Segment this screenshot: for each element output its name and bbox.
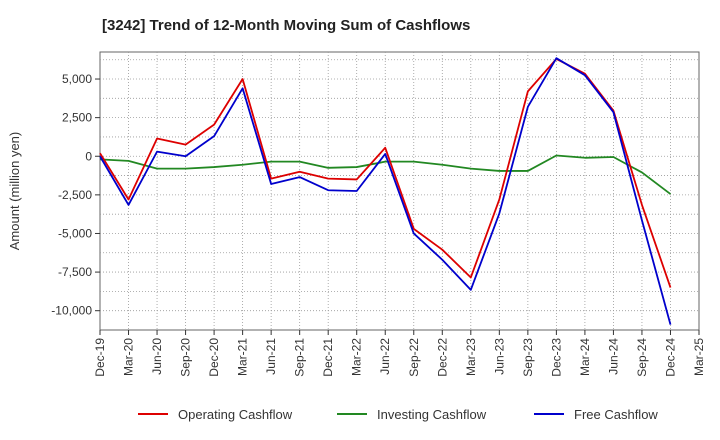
- y-tick-label: 2,500: [62, 111, 92, 125]
- series-lines: [99, 57, 672, 325]
- x-tick-label: Dec-21: [321, 338, 335, 377]
- x-tick-label: Dec-19: [93, 338, 107, 377]
- x-tick-label: Jun-22: [378, 338, 392, 375]
- x-tick-label: Dec-22: [435, 338, 449, 377]
- y-axis-label: Amount (million yen): [7, 132, 22, 251]
- grid: [100, 52, 699, 330]
- y-tick-label: -10,000: [51, 304, 92, 318]
- x-tick-label: Dec-20: [207, 338, 221, 377]
- legend: Operating Cashflow Investing Cashflow Free…: [138, 407, 658, 422]
- x-tick-label: Sep-21: [293, 338, 307, 377]
- x-tick-label: Mar-23: [464, 338, 478, 376]
- y-tick-label: 0: [85, 149, 92, 163]
- x-tick-label: Dec-24: [663, 338, 677, 377]
- y-tick-label: -5,000: [58, 226, 92, 240]
- x-tick-label: Mar-25: [692, 338, 706, 376]
- x-tick-label: Jun-24: [606, 338, 620, 375]
- x-tick-label: Sep-20: [179, 338, 193, 377]
- legend-label: Investing Cashflow: [377, 407, 487, 422]
- x-tick-label: Mar-20: [122, 338, 136, 376]
- x-tick-label: Sep-22: [407, 338, 421, 377]
- x-tick-label: Sep-24: [635, 338, 649, 377]
- y-tick-label: 5,000: [62, 72, 92, 86]
- legend-label: Free Cashflow: [574, 407, 658, 422]
- x-tick-label: Mar-22: [350, 338, 364, 376]
- x-axis: Dec-19 Mar-20 Jun-20 Sep-20 Dec-20 Mar-21 Jun-…: [93, 330, 706, 377]
- x-tick-label: Mar-24: [578, 338, 592, 376]
- y-tick-label: -2,500: [58, 188, 92, 202]
- series-line-investing-cashflow: [99, 154, 672, 195]
- series-line-free-cashflow: [99, 57, 672, 325]
- x-tick-label: Jun-21: [264, 338, 278, 375]
- x-tick-label: Mar-21: [236, 338, 250, 376]
- y-tick-label: -7,500: [58, 265, 92, 279]
- y-axis: 5,000 2,500 0 -2,500 -5,000 -7,500 -10,000: [51, 72, 100, 318]
- x-tick-label: Jun-20: [150, 338, 164, 375]
- x-tick-label: Sep-23: [521, 338, 535, 377]
- x-tick-label: Jun-23: [492, 338, 506, 375]
- x-tick-label: Dec-23: [549, 338, 563, 377]
- legend-label: Operating Cashflow: [178, 407, 293, 422]
- chart-title: [3242] Trend of 12-Month Moving Sum of C…: [102, 17, 470, 34]
